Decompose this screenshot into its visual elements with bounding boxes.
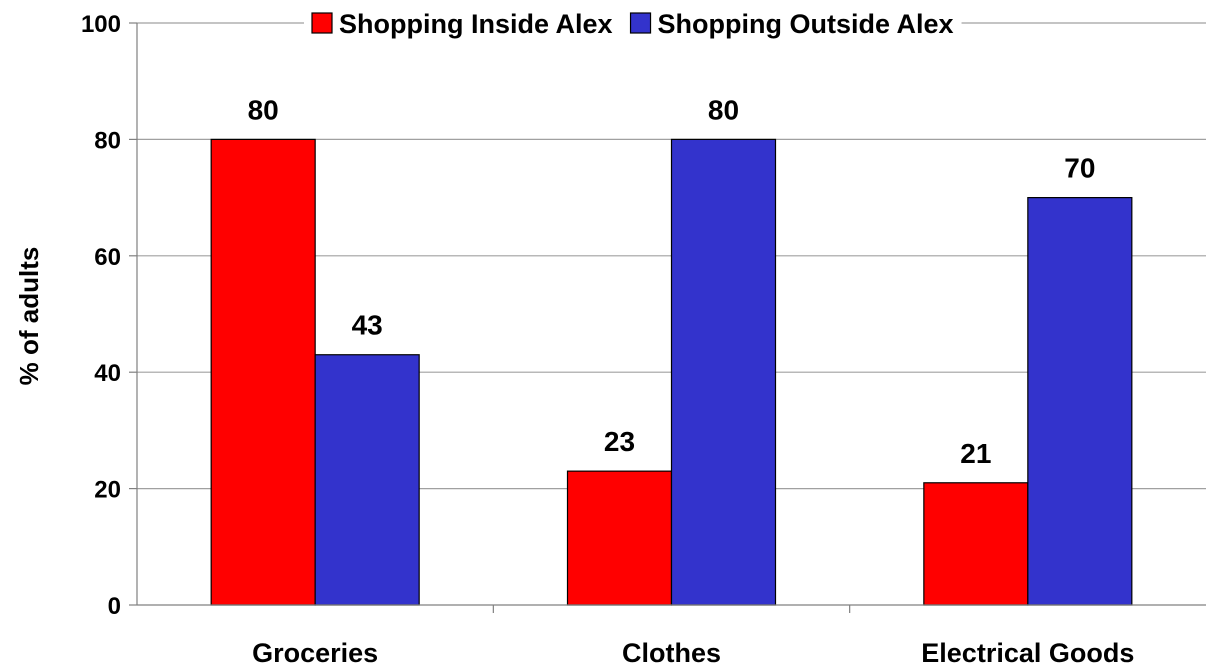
y-tick-label: 100	[81, 11, 121, 38]
data-label: 21	[960, 438, 991, 469]
data-labels: 80 43 23 80 21 70	[248, 94, 1096, 468]
x-tick-label: Electrical Goods	[921, 638, 1134, 668]
y-axis-label: % of adults	[14, 247, 44, 386]
legend-label: Shopping Outside Alex	[658, 9, 954, 39]
legend-swatch	[629, 12, 652, 34]
data-label: 23	[604, 426, 635, 457]
y-tick-label: 0	[108, 593, 121, 620]
legend-swatch	[311, 12, 333, 34]
bar-inside-1	[566, 470, 673, 606]
bar-inside-0	[210, 138, 316, 606]
data-label: 43	[352, 310, 383, 341]
y-tick-label: 40	[94, 360, 121, 387]
bars	[210, 138, 1133, 606]
data-label: 80	[248, 94, 279, 125]
x-tick-label: Groceries	[252, 638, 378, 668]
y-tick-label: 80	[94, 127, 121, 154]
bar-inside-2	[923, 482, 1029, 606]
y-tick-label: 60	[94, 244, 121, 271]
data-label: 80	[708, 94, 739, 125]
bar-outside-0	[314, 354, 420, 606]
bar-outside-1	[670, 138, 777, 606]
bar-outside-2	[1027, 197, 1133, 606]
data-label: 70	[1064, 153, 1095, 184]
legend-label: Shopping Inside Alex	[339, 9, 613, 39]
x-tick-label: Clothes	[622, 638, 721, 668]
legend: Shopping Inside Alex Shopping Outside Ale…	[304, 7, 962, 41]
y-tick-label: 20	[94, 477, 121, 504]
axes: 0 20 40 60 80 100 Groceries Clothes Electrical G…	[81, 11, 1206, 668]
